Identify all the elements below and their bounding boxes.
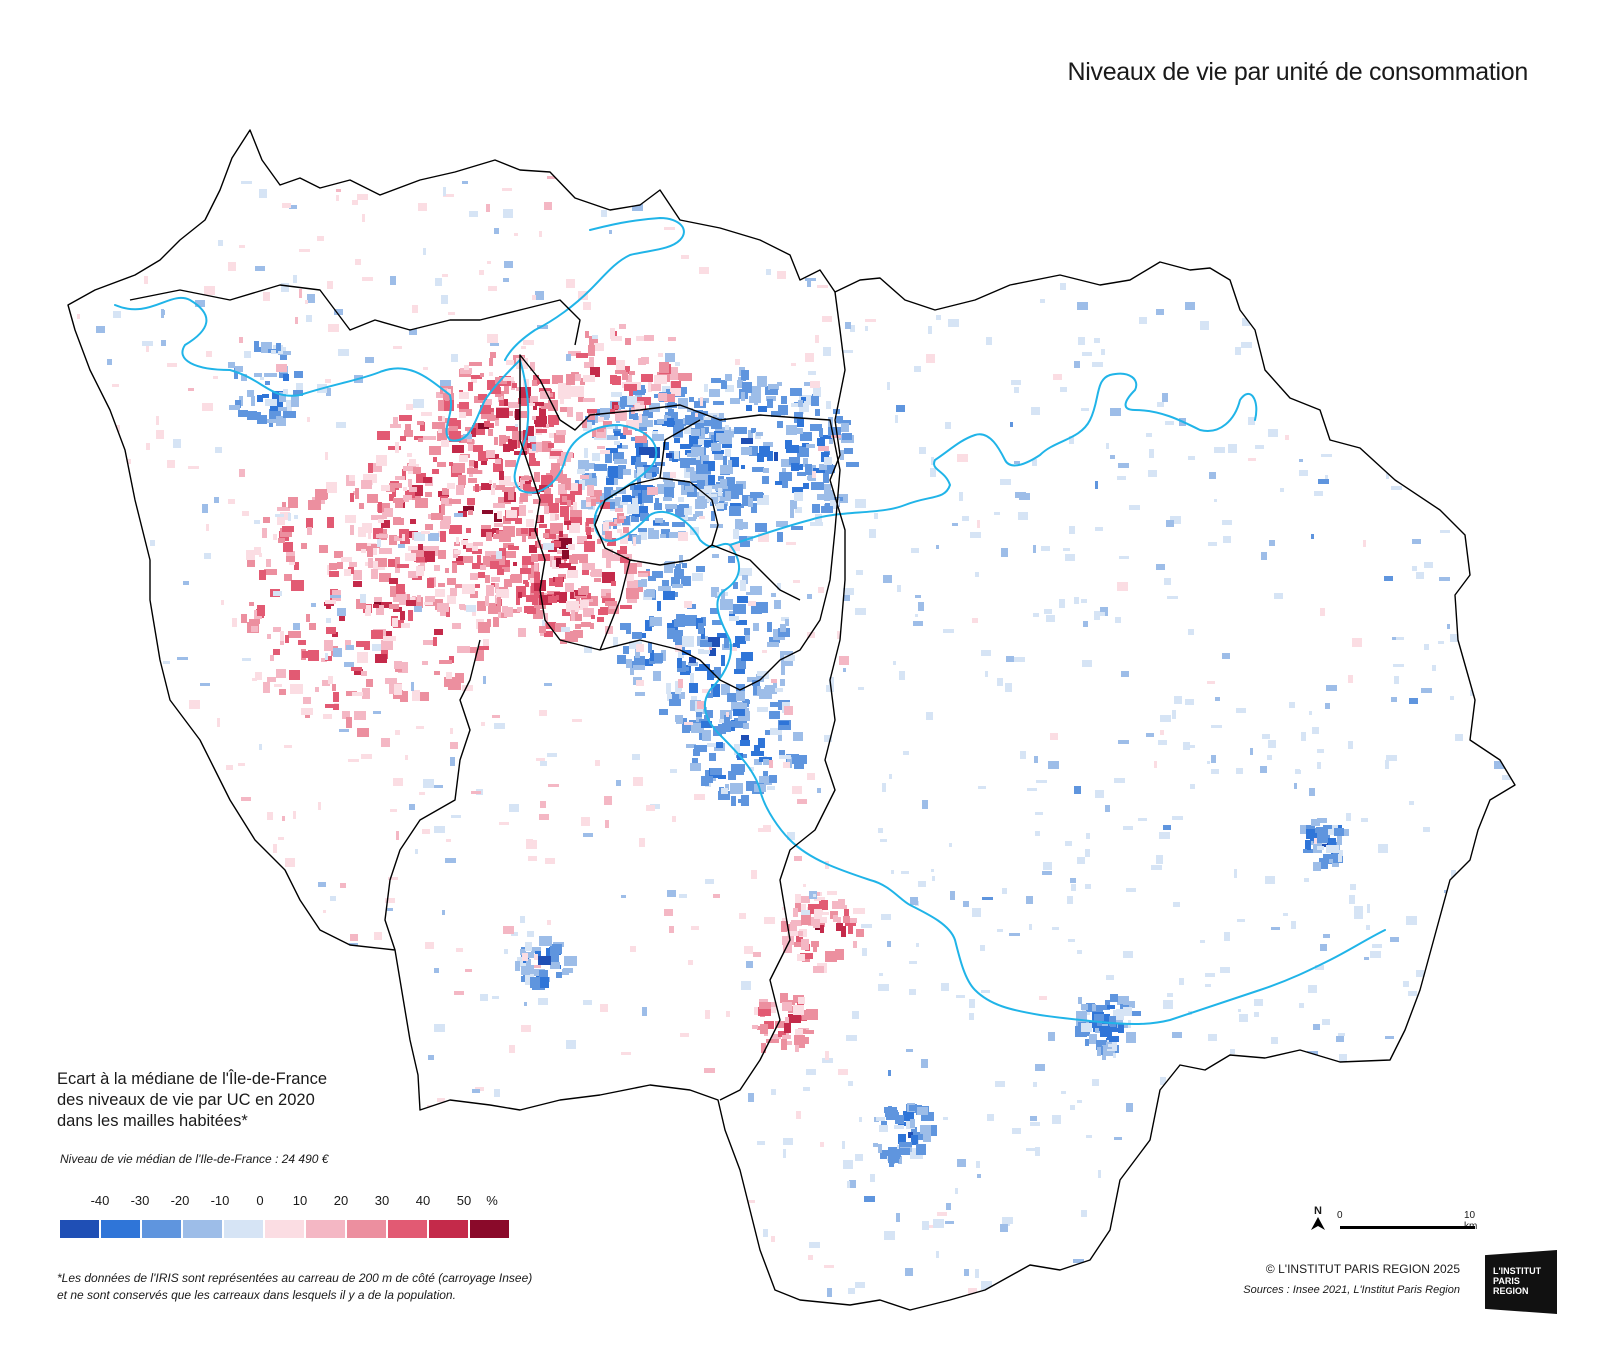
copyright: © L'INSTITUT PARIS REGION 2025 (1265, 1262, 1460, 1276)
legend-swatch (142, 1220, 181, 1238)
river-marne (729, 372, 1258, 546)
footnote-line-1: *Les données de l'IRIS sont représentées… (57, 1271, 533, 1285)
footnote-line-2: et ne sont conservés que les carreaux da… (57, 1288, 456, 1302)
legend-tick: -10 (210, 1193, 230, 1208)
logo-line-2: PARIS (1493, 1276, 1520, 1286)
footnote: *Les données de l'IRIS sont représentées… (57, 1270, 532, 1304)
legend-swatch (183, 1220, 222, 1238)
legend-swatch (347, 1220, 386, 1238)
legend-swatch (429, 1220, 468, 1238)
legend-swatch (224, 1220, 263, 1238)
north-label: N (1314, 1205, 1322, 1217)
institut-logo: L'INSTITUT PARIS REGION (1485, 1250, 1557, 1314)
north-arrow-icon (1311, 1217, 1325, 1230)
scale-start-label: 0 (1337, 1210, 1343, 1221)
river-oise (504, 217, 685, 361)
legend-tick: 40 (415, 1193, 431, 1208)
legend-swatch (60, 1220, 99, 1238)
river-seine-south (703, 544, 1386, 1026)
river-seine-west (114, 297, 521, 442)
legend-tick: -40 (90, 1193, 110, 1208)
legend-title-line-3: dans les mailles habitées* (57, 1112, 248, 1130)
petite-couronne-border (519, 354, 841, 691)
department-91-border (384, 639, 481, 951)
legend-swatch (388, 1220, 427, 1238)
legend-tick: 30 (374, 1193, 390, 1208)
river-seine-paris-north (513, 359, 731, 548)
department-78-95-border (129, 284, 581, 346)
legend-tick: 50 (456, 1193, 472, 1208)
logo-line-3: REGION (1493, 1286, 1529, 1296)
legend-tick-unit: % (486, 1193, 498, 1208)
legend-title-line-2: des niveaux de vie par UC en 2020 (57, 1091, 315, 1109)
legend-swatch (306, 1220, 345, 1238)
department-92-93-94-inner (599, 419, 801, 651)
legend-tick: 10 (292, 1193, 308, 1208)
department-77-border (719, 291, 846, 1101)
legend-color-bar (60, 1220, 511, 1238)
north-arrow: N (1310, 1205, 1326, 1234)
region-outline (67, 129, 1516, 1311)
legend-swatch (470, 1220, 509, 1238)
legend-title: Ecart à la médiane de l'Île-de-France de… (57, 1069, 327, 1132)
legend-title-line-1: Ecart à la médiane de l'Île-de-France (57, 1070, 328, 1088)
legend-swatch (101, 1220, 140, 1238)
legend-ticks: -40 -30 -20 -10 0 10 20 30 40 50 % (60, 1193, 520, 1211)
legend-tick: 20 (333, 1193, 349, 1208)
sources: Sources : Insee 2021, L'Institut Paris R… (1243, 1284, 1460, 1296)
map-title: Niveaux de vie par unité de consommation (1067, 58, 1529, 86)
scale-bar: 0 10 km (1337, 1210, 1490, 1240)
scale-bar-line (1340, 1226, 1475, 1229)
legend-median-note: Niveau de vie médian de l'Ile-de-France … (60, 1152, 329, 1166)
legend-swatch (265, 1220, 304, 1238)
legend-tick: -20 (170, 1193, 190, 1208)
logo-line-1: L'INSTITUT (1493, 1266, 1542, 1276)
legend-tick: -30 (130, 1193, 150, 1208)
legend-tick: 0 (256, 1193, 264, 1208)
